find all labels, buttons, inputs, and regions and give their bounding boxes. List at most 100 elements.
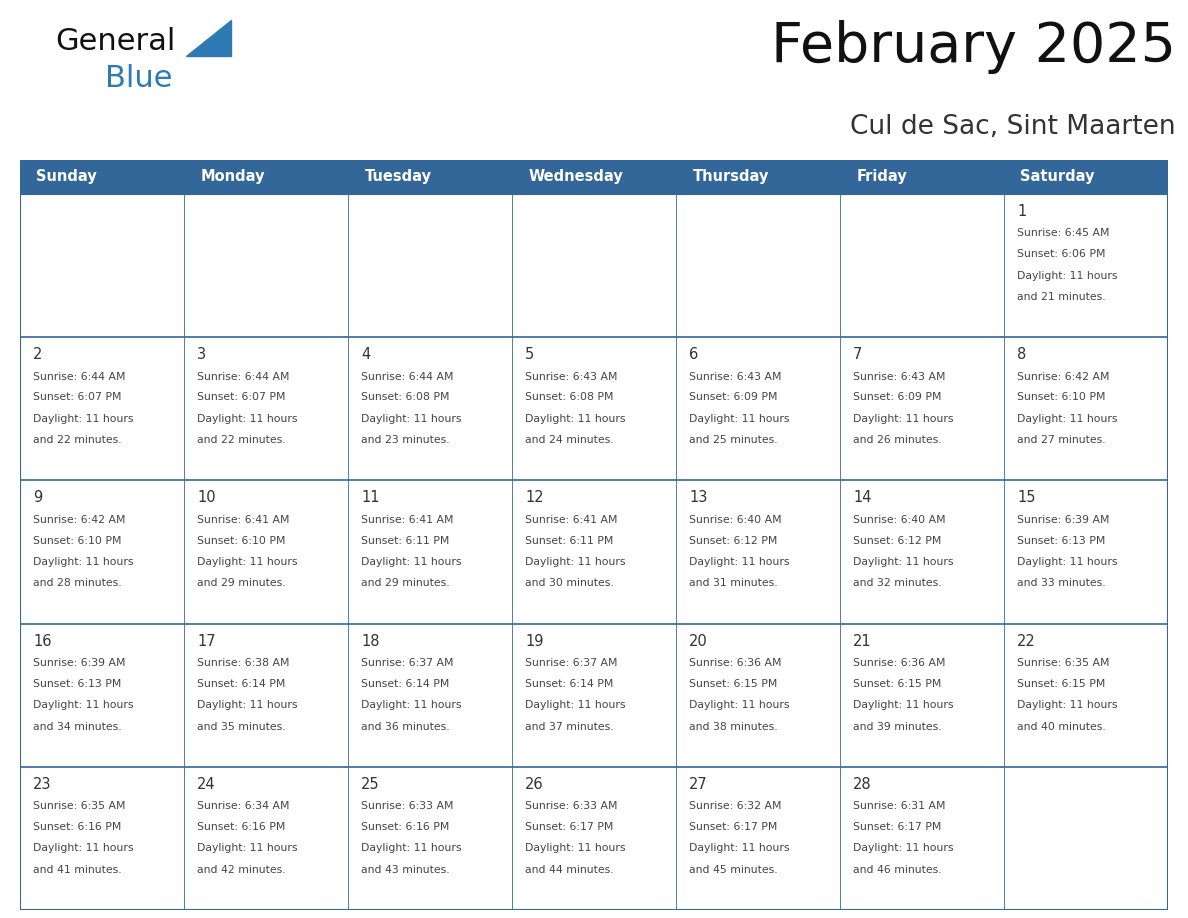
Text: Sunset: 6:14 PM: Sunset: 6:14 PM: [197, 678, 285, 688]
Text: Daylight: 11 hours: Daylight: 11 hours: [1017, 557, 1118, 567]
Text: and 22 minutes.: and 22 minutes.: [33, 435, 121, 445]
Text: and 30 minutes.: and 30 minutes.: [525, 578, 614, 588]
Text: Sunrise: 6:42 AM: Sunrise: 6:42 AM: [33, 515, 126, 525]
Text: Daylight: 11 hours: Daylight: 11 hours: [689, 844, 790, 854]
Text: Sunset: 6:10 PM: Sunset: 6:10 PM: [197, 535, 285, 545]
Text: and 22 minutes.: and 22 minutes.: [197, 435, 286, 445]
Text: and 42 minutes.: and 42 minutes.: [197, 865, 286, 875]
Text: Monday: Monday: [201, 170, 265, 185]
Text: Sunrise: 6:44 AM: Sunrise: 6:44 AM: [197, 372, 290, 382]
Text: Daylight: 11 hours: Daylight: 11 hours: [1017, 271, 1118, 281]
Text: and 23 minutes.: and 23 minutes.: [361, 435, 450, 445]
Text: Daylight: 11 hours: Daylight: 11 hours: [525, 844, 626, 854]
Text: Blue: Blue: [106, 63, 173, 93]
Text: Sunset: 6:13 PM: Sunset: 6:13 PM: [1017, 535, 1106, 545]
Text: Daylight: 11 hours: Daylight: 11 hours: [525, 557, 626, 567]
Text: Daylight: 11 hours: Daylight: 11 hours: [853, 844, 954, 854]
Text: 2: 2: [33, 347, 43, 363]
Text: 6: 6: [689, 347, 699, 363]
Text: Sunrise: 6:41 AM: Sunrise: 6:41 AM: [197, 515, 290, 525]
Text: 8: 8: [1017, 347, 1026, 363]
Text: Daylight: 11 hours: Daylight: 11 hours: [689, 414, 790, 424]
Text: Sunset: 6:15 PM: Sunset: 6:15 PM: [853, 678, 942, 688]
Text: Sunrise: 6:41 AM: Sunrise: 6:41 AM: [361, 515, 454, 525]
Text: Daylight: 11 hours: Daylight: 11 hours: [197, 844, 298, 854]
Text: Sunrise: 6:36 AM: Sunrise: 6:36 AM: [689, 658, 782, 668]
Text: Sunrise: 6:43 AM: Sunrise: 6:43 AM: [689, 372, 782, 382]
Text: 25: 25: [361, 777, 380, 792]
Text: Sunrise: 6:40 AM: Sunrise: 6:40 AM: [853, 515, 946, 525]
Text: Sunset: 6:15 PM: Sunset: 6:15 PM: [689, 678, 777, 688]
Text: and 26 minutes.: and 26 minutes.: [853, 435, 942, 445]
Text: 27: 27: [689, 777, 708, 792]
Text: Sunset: 6:06 PM: Sunset: 6:06 PM: [1017, 249, 1106, 259]
Text: Cul de Sac, Sint Maarten: Cul de Sac, Sint Maarten: [851, 114, 1176, 140]
Text: Sunset: 6:12 PM: Sunset: 6:12 PM: [689, 535, 777, 545]
Text: Sunset: 6:08 PM: Sunset: 6:08 PM: [525, 392, 614, 402]
Text: Tuesday: Tuesday: [365, 170, 431, 185]
Text: 7: 7: [853, 347, 862, 363]
Text: 17: 17: [197, 633, 216, 649]
Text: and 31 minutes.: and 31 minutes.: [689, 578, 778, 588]
Text: 9: 9: [33, 490, 43, 506]
Text: and 29 minutes.: and 29 minutes.: [361, 578, 450, 588]
Text: Sunrise: 6:35 AM: Sunrise: 6:35 AM: [33, 801, 126, 812]
Text: Daylight: 11 hours: Daylight: 11 hours: [197, 557, 298, 567]
Text: Sunset: 6:11 PM: Sunset: 6:11 PM: [525, 535, 613, 545]
Text: and 32 minutes.: and 32 minutes.: [853, 578, 942, 588]
Text: Daylight: 11 hours: Daylight: 11 hours: [361, 414, 462, 424]
Text: Sunset: 6:14 PM: Sunset: 6:14 PM: [525, 678, 613, 688]
Text: Sunrise: 6:31 AM: Sunrise: 6:31 AM: [853, 801, 946, 812]
Text: 22: 22: [1017, 633, 1036, 649]
Text: Sunrise: 6:37 AM: Sunrise: 6:37 AM: [361, 658, 454, 668]
Text: General: General: [55, 28, 176, 56]
Text: 16: 16: [33, 633, 51, 649]
Text: Sunset: 6:07 PM: Sunset: 6:07 PM: [33, 392, 121, 402]
Text: Sunset: 6:12 PM: Sunset: 6:12 PM: [853, 535, 942, 545]
Text: and 27 minutes.: and 27 minutes.: [1017, 435, 1106, 445]
Text: Daylight: 11 hours: Daylight: 11 hours: [1017, 700, 1118, 711]
Text: Sunset: 6:16 PM: Sunset: 6:16 PM: [361, 822, 449, 832]
Text: 10: 10: [197, 490, 216, 506]
Text: 12: 12: [525, 490, 544, 506]
Text: 21: 21: [853, 633, 872, 649]
Text: and 33 minutes.: and 33 minutes.: [1017, 578, 1106, 588]
Text: Friday: Friday: [857, 170, 908, 185]
Text: 4: 4: [361, 347, 371, 363]
Text: and 45 minutes.: and 45 minutes.: [689, 865, 778, 875]
Text: February 2025: February 2025: [771, 20, 1176, 74]
Text: 15: 15: [1017, 490, 1036, 506]
Text: Sunrise: 6:39 AM: Sunrise: 6:39 AM: [33, 658, 126, 668]
Text: Daylight: 11 hours: Daylight: 11 hours: [525, 700, 626, 711]
Text: Sunset: 6:14 PM: Sunset: 6:14 PM: [361, 678, 449, 688]
Text: and 38 minutes.: and 38 minutes.: [689, 722, 778, 732]
Text: and 28 minutes.: and 28 minutes.: [33, 578, 121, 588]
Text: Sunset: 6:17 PM: Sunset: 6:17 PM: [689, 822, 777, 832]
Text: Saturday: Saturday: [1020, 170, 1095, 185]
Text: Sunrise: 6:44 AM: Sunrise: 6:44 AM: [33, 372, 126, 382]
Text: Daylight: 11 hours: Daylight: 11 hours: [689, 700, 790, 711]
Text: 14: 14: [853, 490, 872, 506]
Text: 18: 18: [361, 633, 380, 649]
Text: and 43 minutes.: and 43 minutes.: [361, 865, 450, 875]
Text: 19: 19: [525, 633, 544, 649]
Text: Daylight: 11 hours: Daylight: 11 hours: [33, 844, 133, 854]
Text: Sunrise: 6:38 AM: Sunrise: 6:38 AM: [197, 658, 290, 668]
Text: Sunrise: 6:43 AM: Sunrise: 6:43 AM: [853, 372, 946, 382]
Text: and 40 minutes.: and 40 minutes.: [1017, 722, 1106, 732]
Text: Sunrise: 6:34 AM: Sunrise: 6:34 AM: [197, 801, 290, 812]
Text: Daylight: 11 hours: Daylight: 11 hours: [361, 557, 462, 567]
Text: Daylight: 11 hours: Daylight: 11 hours: [525, 414, 626, 424]
Text: Sunset: 6:15 PM: Sunset: 6:15 PM: [1017, 678, 1106, 688]
Text: Sunset: 6:07 PM: Sunset: 6:07 PM: [197, 392, 285, 402]
Text: 28: 28: [853, 777, 872, 792]
Text: Sunrise: 6:32 AM: Sunrise: 6:32 AM: [689, 801, 782, 812]
Text: Daylight: 11 hours: Daylight: 11 hours: [1017, 414, 1118, 424]
Text: Sunset: 6:13 PM: Sunset: 6:13 PM: [33, 678, 121, 688]
Text: Sunrise: 6:36 AM: Sunrise: 6:36 AM: [853, 658, 946, 668]
Text: Sunrise: 6:33 AM: Sunrise: 6:33 AM: [525, 801, 618, 812]
Text: Sunrise: 6:33 AM: Sunrise: 6:33 AM: [361, 801, 454, 812]
Text: 24: 24: [197, 777, 216, 792]
Text: 1: 1: [1017, 204, 1026, 219]
Text: Sunset: 6:17 PM: Sunset: 6:17 PM: [853, 822, 942, 832]
